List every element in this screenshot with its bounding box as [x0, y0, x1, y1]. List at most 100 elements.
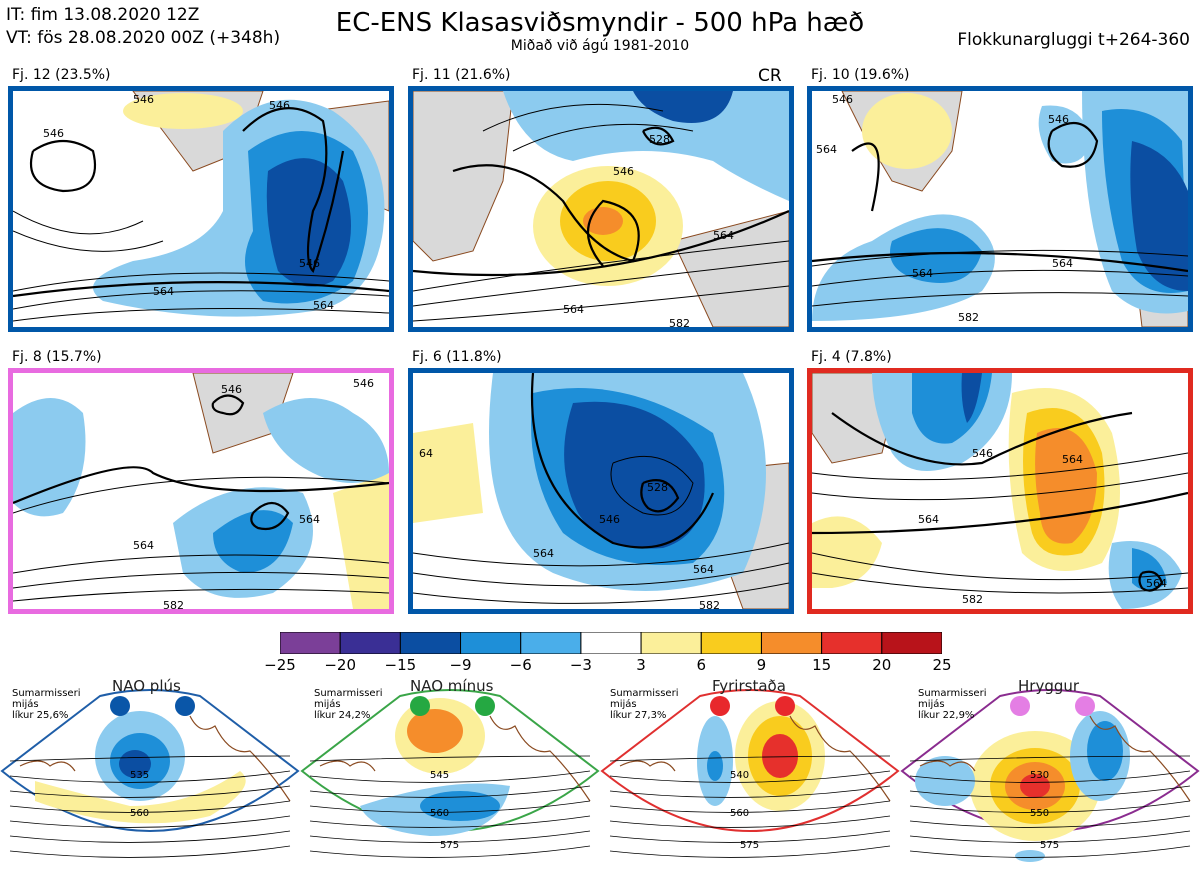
colorbar-segment — [460, 631, 522, 655]
contour-label: 546 — [269, 99, 290, 112]
regime-season: Sumarmisseri — [610, 688, 679, 699]
contour-label: 564 — [693, 563, 714, 576]
contour-label: 582 — [958, 311, 979, 324]
contour-label: 564 — [133, 539, 154, 552]
contour-label: 564 — [918, 513, 939, 526]
panel-2-label: Fj. 11 (21.6%) — [412, 67, 511, 83]
cluster-map-3[interactable]: 546 546 564 564 564 582 — [807, 86, 1193, 332]
panel-5-label: Fj. 6 (11.8%) — [412, 349, 502, 365]
colorbar-tick-label: 15 — [812, 656, 832, 674]
regime-contour-label: 530 — [1030, 770, 1049, 781]
regime-map[interactable]: 545 560 575 — [300, 689, 600, 858]
regime-4-info: Sumarmisseri mijás líkur 22,9% — [918, 688, 986, 721]
colorbar-tick-label: 9 — [756, 656, 767, 674]
regime-dot — [410, 696, 430, 716]
colorbar-segment — [700, 631, 762, 655]
panel-6-label: Fj. 4 (7.8%) — [811, 349, 892, 365]
regime-contour-label: 560 — [130, 808, 149, 819]
contour-label: 564 — [912, 267, 933, 280]
regime-3-name: Fyrirstaða — [712, 677, 786, 695]
regime-dot — [775, 696, 795, 716]
contour-label: 564 — [1062, 453, 1083, 466]
regime-dot — [1075, 696, 1095, 716]
regime-4-name: Hryggur — [1018, 677, 1080, 695]
colorbar-tick-label: −3 — [569, 656, 592, 674]
contour-label: 564 — [1146, 577, 1167, 590]
contour-label: 564 — [533, 547, 554, 560]
regime-dot — [175, 696, 195, 716]
contour-label: 546 — [133, 93, 154, 106]
regime-2-name: NAO mínus — [410, 677, 494, 695]
regime-word: mijás — [314, 699, 341, 710]
regime-word: mijás — [12, 699, 39, 710]
cluster-map-2[interactable]: 528 546 564 564 582 — [408, 86, 794, 332]
regime-map[interactable]: 530 550 575 — [900, 689, 1200, 862]
colorbar-segment — [279, 631, 341, 655]
contour-label: 582 — [669, 317, 690, 327]
colorbar-segment — [580, 631, 642, 655]
regime-1-info: Sumarmisseri mijás líkur 25,6% — [12, 688, 80, 721]
init-time: IT: fim 13.08.2020 12Z — [6, 5, 200, 25]
regime-2-info: Sumarmisseri mijás líkur 24,2% — [314, 688, 382, 721]
colorbar-segment — [520, 631, 582, 655]
page-title: EC-ENS Klasasviðsmyndir - 500 hPa hæð — [335, 8, 865, 38]
colorbar-tick-label: −6 — [509, 656, 532, 674]
contour-label: 528 — [649, 133, 670, 146]
regime-probability: líkur 22,9% — [918, 710, 975, 721]
regime-probability: líkur 24,2% — [314, 710, 371, 721]
regime-contour-label: 540 — [730, 770, 749, 781]
regime-contour-label: 560 — [730, 808, 749, 819]
colorbar-tick-label: 6 — [696, 656, 707, 674]
regime-map[interactable]: 540 560 575 — [600, 689, 900, 858]
regime-contour-label: 575 — [440, 840, 459, 851]
contour-label: 582 — [163, 599, 184, 609]
colorbar — [279, 631, 943, 655]
regime-season: Sumarmisseri — [314, 688, 383, 699]
regime-dot — [710, 696, 730, 716]
contour-label: 582 — [962, 593, 983, 606]
regime-word: mijás — [918, 699, 945, 710]
regime-contour-label: 545 — [430, 770, 449, 781]
colorbar-segment — [760, 631, 823, 655]
contour-label: 546 — [1048, 113, 1069, 126]
regime-3-info: Sumarmisseri mijás líkur 27,3% — [610, 688, 678, 721]
contour-label: 546 — [43, 127, 64, 140]
colorbar-tick-label: −15 — [384, 656, 417, 674]
regime-contour-label: 550 — [1030, 808, 1049, 819]
regime-strip: 535 560 545 560 575 540 560 575 530 550 575 — [0, 676, 1200, 871]
colorbar-tick-label: 3 — [636, 656, 646, 674]
panel-2-tag: CR — [758, 66, 782, 86]
contour-label: 546 — [832, 93, 853, 106]
regime-word: mijás — [610, 699, 637, 710]
contour-label: 564 — [153, 285, 174, 298]
colorbar-segment — [399, 631, 462, 655]
contour-label: 64 — [419, 447, 433, 460]
regime-season: Sumarmisseri — [918, 688, 987, 699]
colorbar-segment — [640, 631, 702, 655]
colorbar-tick-label: −25 — [264, 656, 296, 674]
colorbar-segment — [339, 631, 401, 655]
cluster-map-5[interactable]: 528 546 564 564 582 64 — [408, 368, 794, 614]
regime-dot — [1010, 696, 1030, 716]
colorbar-tick-label: 25 — [932, 656, 952, 674]
panel-1-label: Fj. 12 (23.5%) — [12, 67, 111, 83]
regime-probability: líkur 25,6% — [12, 710, 69, 721]
contour-label: 564 — [713, 229, 734, 242]
colorbar-tick-label: 20 — [872, 656, 892, 674]
regime-map[interactable]: 535 560 — [0, 689, 300, 858]
page-subtitle: Miðað við ágú 1981-2010 — [510, 38, 690, 54]
regime-contour-label: 575 — [1040, 840, 1059, 851]
regime-probability: líkur 27,3% — [610, 710, 667, 721]
cluster-map-4[interactable]: 546 546 564 564 582 — [8, 368, 394, 614]
colorbar-segment — [881, 631, 943, 655]
regime-contour-label: 560 — [430, 808, 449, 819]
valid-time: VT: fös 28.08.2020 00Z (+348h) — [6, 28, 281, 48]
contour-label: 564 — [313, 299, 334, 312]
contour-label: 546 — [299, 257, 320, 270]
regime-1-name: NAO plús — [112, 677, 181, 695]
cluster-map-6[interactable]: 546 564 564 582 564 — [807, 368, 1193, 614]
contour-label: 546 — [353, 377, 374, 390]
colorbar-tick-label: −20 — [324, 656, 356, 674]
cluster-map-1[interactable]: 546 546 546 546 564 564 — [8, 86, 394, 332]
panel-4-label: Fj. 8 (15.7%) — [12, 349, 102, 365]
